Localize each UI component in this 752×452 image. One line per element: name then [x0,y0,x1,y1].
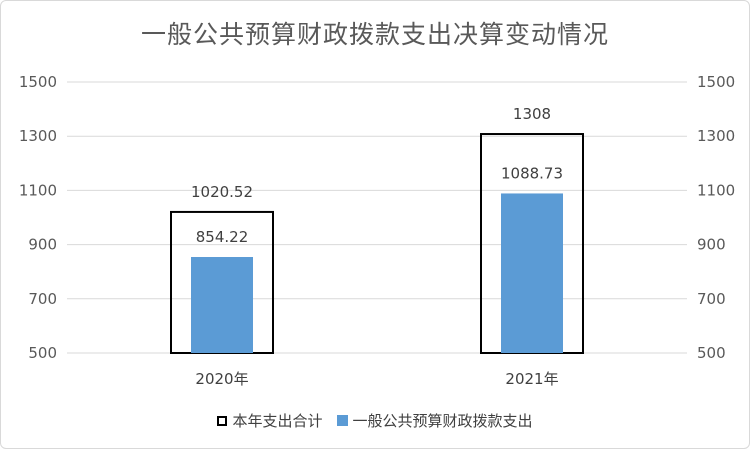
legend: 本年支出合计 一般公共预算财政拨款支出 [1,410,749,431]
x-category-label: 2021年 [505,370,558,388]
y-tick-label-left: 1500 [19,73,57,91]
legend-label-budget: 一般公共预算财政拨款支出 [352,412,533,430]
legend-item-budget: 一般公共预算财政拨款支出 [336,410,533,431]
y-tick-label-right: 500 [697,344,726,362]
y-tick-label-right: 700 [697,290,726,308]
data-label-budget: 1088.73 [501,164,563,182]
chart-title: 一般公共预算财政拨款支出决算变动情况 [140,20,609,49]
y-tick-label-left: 700 [28,290,57,308]
bar-fill [501,193,563,353]
legend-item-total: 本年支出合计 [217,410,323,431]
y-tick-label-right: 1300 [697,127,735,145]
y-tick-label-right: 1100 [697,181,735,199]
legend-swatch-outline [217,415,228,426]
data-label-budget: 854.22 [196,228,249,246]
y-tick-label-left: 500 [28,344,57,362]
legend-swatch-fill [336,415,348,426]
y-tick-label-left: 1300 [19,127,57,145]
legend-label-total: 本年支出合计 [232,412,323,430]
x-category-label: 2020年 [195,370,248,388]
y-tick-label-right: 1500 [697,73,735,91]
y-tick-label-left: 900 [28,236,57,254]
y-tick-label-left: 1100 [19,181,57,199]
data-label-total: 1308 [513,105,551,123]
data-label-total: 1020.52 [191,183,253,201]
y-tick-label-right: 900 [697,236,726,254]
bar-fill [191,257,253,353]
